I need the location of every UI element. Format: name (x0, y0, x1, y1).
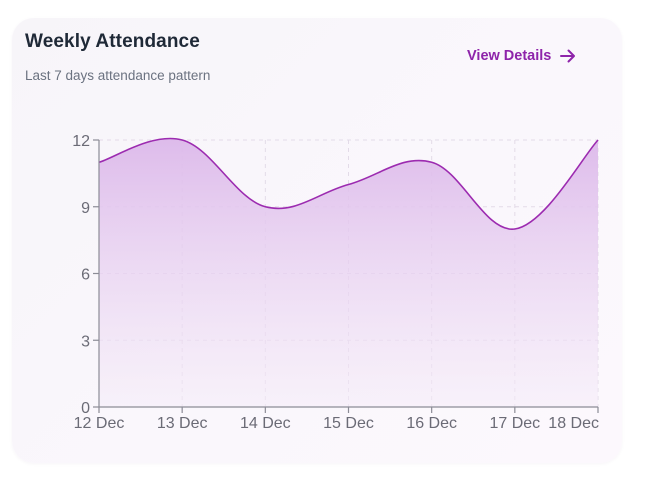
card-subtitle: Last 7 days attendance pattern (25, 68, 211, 83)
attendance-card (12, 18, 622, 463)
view-details-label: View Details (467, 48, 552, 64)
view-details-link[interactable]: View Details (467, 48, 576, 64)
arrow-right-icon (560, 49, 576, 63)
card-title: Weekly Attendance (25, 31, 200, 52)
